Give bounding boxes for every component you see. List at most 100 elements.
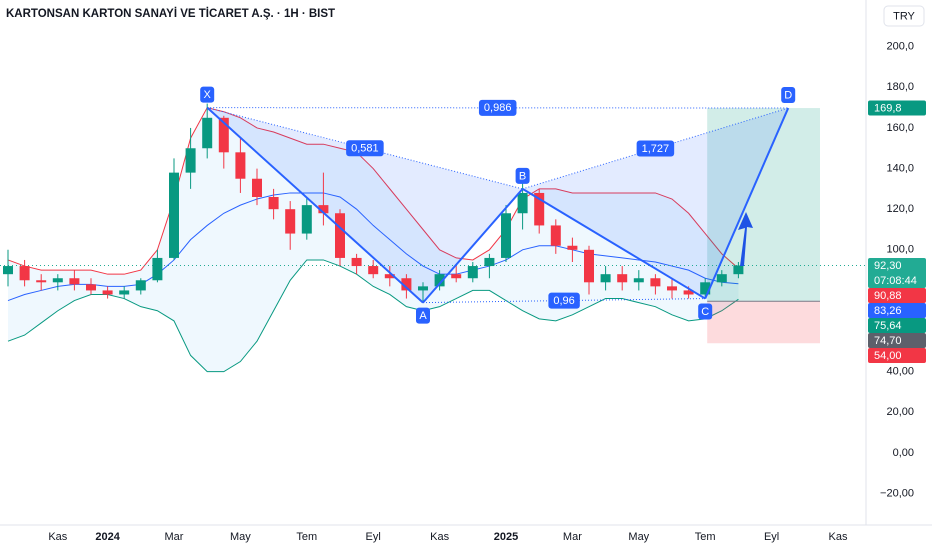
candle-body (169, 172, 179, 258)
ratio-label: 0,986 (484, 102, 512, 114)
target-zone (707, 108, 820, 302)
price-badge-label: 83,26 (874, 305, 902, 317)
title-bg (0, 0, 860, 24)
candle-body (733, 265, 744, 275)
x-tick-label: Mar (563, 531, 582, 543)
candle-body (517, 192, 528, 214)
candle-body (218, 117, 229, 153)
pattern-leg (704, 107, 790, 299)
ratio-badge (346, 140, 384, 157)
candle-body (102, 290, 113, 295)
candle-body (52, 278, 63, 283)
x-tick-label: 2024 (95, 531, 120, 543)
price-badge-label: 74,70 (874, 335, 902, 347)
x-tick-label: 2025 (494, 531, 518, 543)
y-tick-label: 20,00 (886, 406, 914, 418)
candle-body (36, 280, 47, 283)
x-tick-label: Eyl (764, 531, 779, 543)
pattern-leg (206, 106, 424, 304)
x-tick-label: Eyl (366, 531, 381, 543)
price-badge (868, 257, 926, 288)
pattern-point-badge (200, 86, 215, 103)
ratio-label: 0,581 (351, 143, 379, 155)
candle-body (185, 148, 196, 173)
ratio-badge (478, 99, 517, 116)
candle-body (434, 274, 445, 287)
up-arrow (738, 212, 753, 266)
y-tick-label: 120,0 (886, 203, 914, 215)
chart-title: KARTONSAN KARTON SANAYİ VE TİCARET A.Ş. … (6, 7, 335, 20)
candle-body (467, 266, 478, 279)
candle-body (152, 257, 163, 281)
ratio-badge (548, 292, 580, 309)
candle-body (401, 278, 412, 291)
front-layer: 200,0 180,0 160,0 140,0 120,0 100,0 40,00 20,00… (48, 41, 926, 543)
candle-body (252, 178, 262, 198)
band-lower (7, 259, 739, 373)
candle-body (119, 290, 130, 295)
x-tick-label: Kas (829, 531, 848, 543)
pattern-point-label: A (419, 310, 427, 322)
candle-body (418, 286, 428, 291)
candle-body (318, 205, 329, 214)
price-badge (868, 100, 926, 116)
ratio-label: 0,96 (553, 295, 574, 307)
candle-body (301, 205, 312, 234)
candle-body (534, 192, 545, 226)
candle-body (484, 257, 495, 267)
y-tick-label: 0,00 (893, 447, 914, 459)
pattern-fill (207, 107, 523, 303)
pattern-leg (522, 188, 706, 300)
pattern-point-label: X (204, 89, 212, 101)
y-tick-label: 160,0 (886, 122, 914, 134)
price-badge-label: 90,88 (874, 290, 902, 302)
candle-body (384, 274, 395, 279)
pattern-point-label: D (784, 89, 792, 101)
currency-button[interactable] (883, 5, 925, 27)
price-badge-label: 169,8 (874, 102, 902, 114)
pattern-point-badge (515, 167, 530, 184)
candle-body (69, 278, 80, 285)
currency-label[interactable]: TRY (893, 10, 915, 22)
countdown-label: 07:08:44 (874, 275, 917, 287)
candle-body (135, 280, 146, 291)
y-tick-label: 140,0 (886, 162, 914, 174)
candle-body (600, 274, 611, 283)
y-tick-label: 200,0 (886, 41, 914, 53)
candle-body (202, 117, 213, 149)
candle-body (268, 197, 279, 210)
candle-body (285, 209, 296, 234)
price-badge-label: 54,00 (874, 350, 902, 362)
candle-body (650, 278, 661, 287)
price-badge (868, 347, 926, 363)
price-badge-label: 75,64 (874, 320, 902, 332)
pattern-point-badge (416, 307, 430, 324)
candle-body (700, 282, 711, 295)
candle-body (683, 290, 694, 295)
candle-body (567, 245, 578, 250)
pattern-point-badge (781, 87, 796, 104)
candle-body (633, 278, 644, 283)
candle-body (368, 266, 379, 275)
x-tick-label: May (230, 531, 251, 543)
x-tick-label: Tem (296, 531, 317, 543)
price-badge (868, 332, 926, 348)
candle-body (19, 266, 30, 281)
band-upper (7, 107, 739, 275)
x-tick-label: Tem (695, 531, 716, 543)
price-badge (868, 302, 926, 318)
candle-body (451, 274, 462, 279)
candle-body (617, 274, 628, 283)
candle-body (667, 286, 677, 291)
y-tick-label: 100,0 (886, 244, 914, 256)
candle-body (550, 225, 561, 246)
price-badge (868, 287, 926, 303)
band-middle (7, 192, 739, 302)
x-tick-label: Kas (430, 531, 449, 543)
y-tick-label: 180,0 (886, 81, 914, 93)
pattern-fill (522, 108, 789, 299)
pattern-point-label: C (701, 306, 709, 318)
pattern-point-label: B (519, 170, 526, 182)
